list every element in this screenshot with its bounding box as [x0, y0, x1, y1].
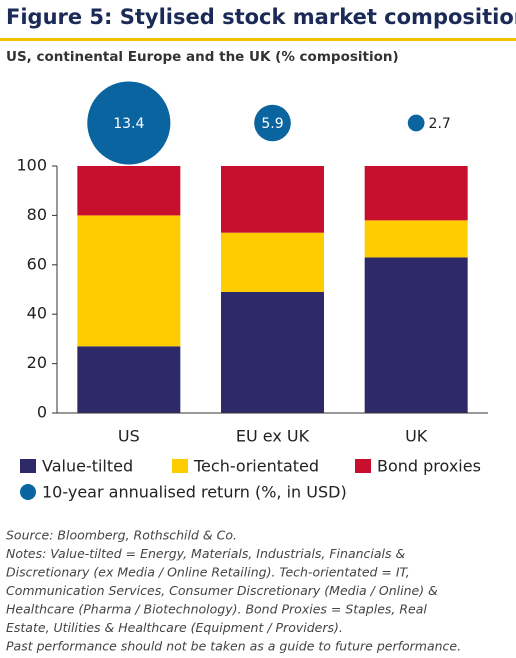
bubble-label: 13.4	[113, 116, 144, 132]
bar-segment	[364, 257, 468, 413]
bar-segment	[77, 166, 181, 216]
legend-label: Tech-orientated	[193, 457, 319, 476]
chart-title: Figure 5: Stylised stock market composit…	[6, 5, 516, 29]
bar-segment	[221, 166, 324, 233]
bubble	[254, 104, 291, 142]
bar-segment	[221, 232, 324, 292]
legend-label: Value-tilted	[42, 457, 133, 476]
note-line: Notes: Value-tilted = Energy, Materials,…	[6, 546, 406, 561]
x-tick-label: UK	[405, 427, 428, 446]
note-line: Estate, Utilities & Healthcare (Equipmen…	[6, 620, 343, 635]
y-tick-label: 40	[27, 304, 47, 323]
note-line: Communication Services, Consumer Discret…	[6, 583, 438, 598]
legend-bubble	[20, 484, 36, 500]
bar-segment	[364, 166, 468, 221]
bar-segment	[77, 215, 181, 347]
legend-swatch	[20, 459, 36, 473]
note-line: Discretionary (ex Media / Online Retaili…	[6, 565, 410, 580]
legend-label: 10-year annualised return (%, in USD)	[42, 483, 347, 502]
y-tick-label: 100	[16, 156, 47, 175]
note-line: Healthcare (Pharma / Biotechnology). Bon…	[6, 602, 427, 617]
bar-segment	[364, 220, 468, 258]
note-line: Past performance should not be taken as …	[6, 639, 461, 654]
bubble	[407, 114, 425, 132]
bubble-label: 2.7	[429, 116, 451, 132]
chart-subtitle: US, continental Europe and the UK (% com…	[6, 49, 399, 65]
legend-label: Bond proxies	[377, 457, 481, 476]
bubble-label: 5.9	[261, 116, 283, 132]
bubble	[87, 81, 171, 165]
note-line: Source: Bloomberg, Rothschild & Co.	[6, 528, 237, 543]
bar-segment	[221, 291, 324, 413]
y-tick-label: 0	[37, 403, 47, 422]
y-tick-label: 80	[27, 205, 47, 224]
y-tick-label: 60	[27, 254, 47, 273]
x-tick-label: EU ex UK	[236, 427, 310, 446]
legend-swatch	[172, 459, 188, 473]
y-tick-label: 20	[27, 353, 47, 372]
x-tick-label: US	[118, 427, 140, 446]
bar-segment	[77, 346, 181, 413]
legend-swatch	[355, 459, 371, 473]
title-rule	[0, 38, 516, 41]
